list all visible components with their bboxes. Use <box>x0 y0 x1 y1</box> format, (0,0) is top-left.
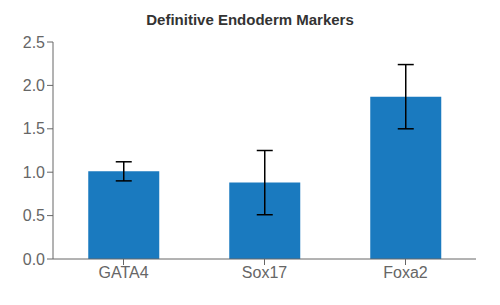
svg-text:2.5: 2.5 <box>23 34 45 51</box>
html-text:Definitive Endoderm Markers: Definitive Endoderm Markers <box>146 11 354 28</box>
svg-text:Sox17: Sox17 <box>242 264 287 281</box>
svg-text:1.0: 1.0 <box>23 164 45 181</box>
svg-text:Foxa2: Foxa2 <box>383 264 428 281</box>
svg-text:GATA4: GATA4 <box>98 264 148 281</box>
svg-text:0.0: 0.0 <box>23 251 45 268</box>
svg-text:1.5: 1.5 <box>23 120 45 137</box>
svg-text:0.5: 0.5 <box>23 207 45 224</box>
svg-text:2.0: 2.0 <box>23 77 45 94</box>
